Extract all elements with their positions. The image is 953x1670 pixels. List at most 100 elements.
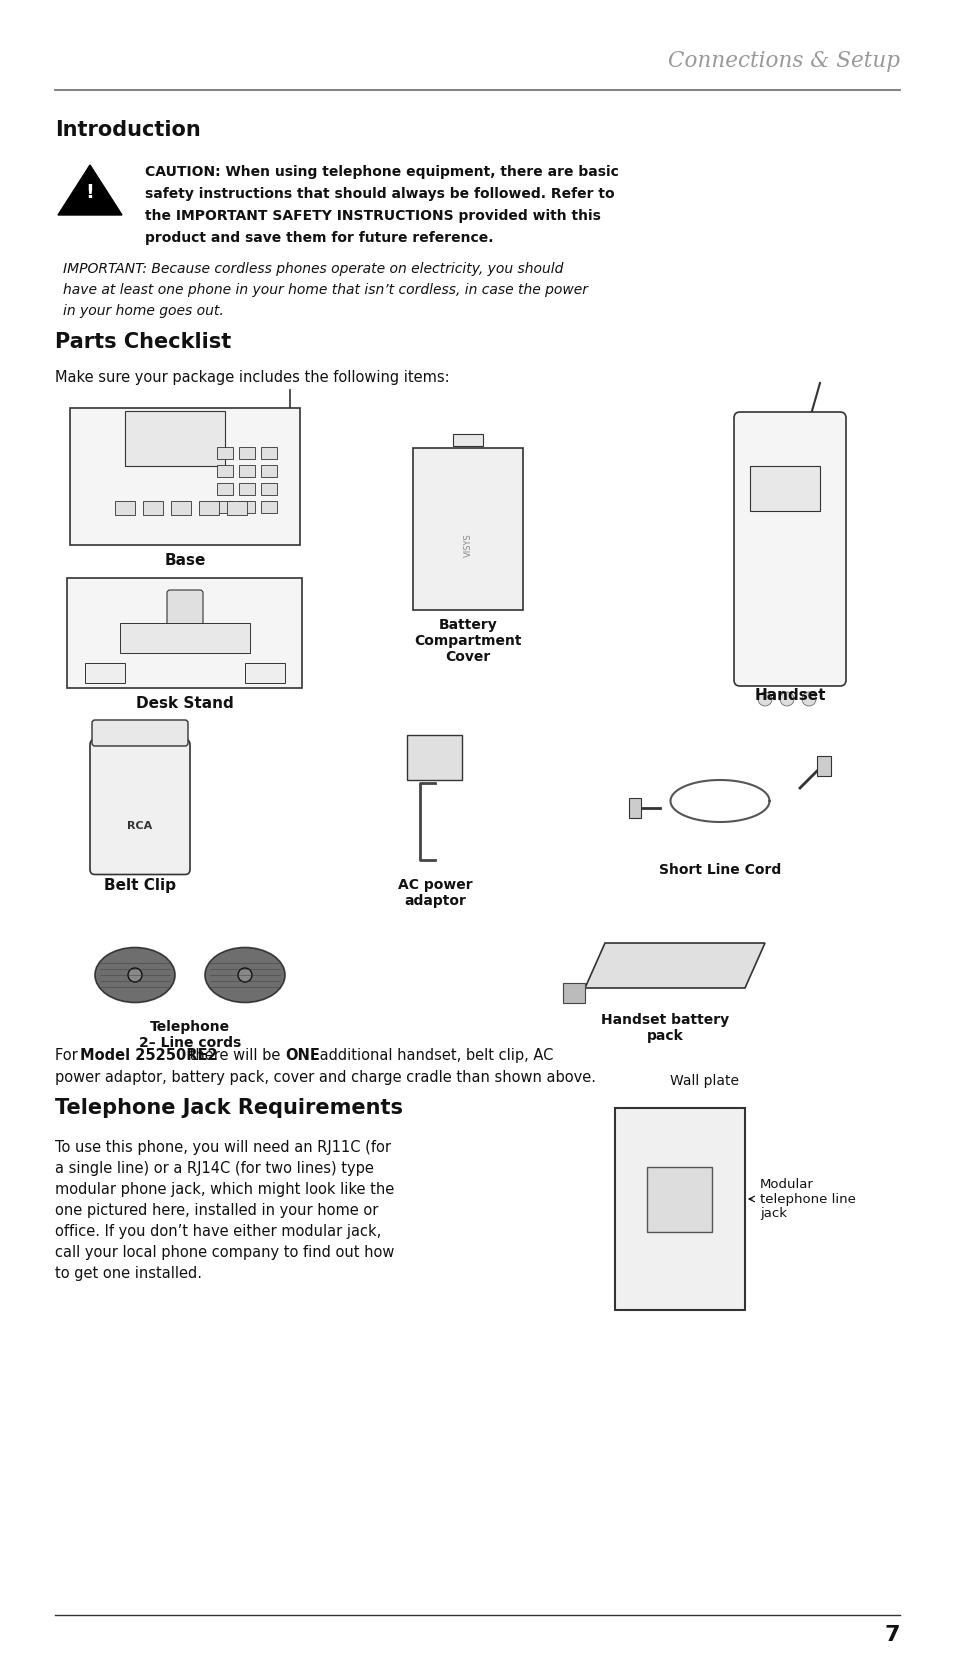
Bar [628, 798, 640, 818]
Ellipse shape [128, 969, 142, 982]
Circle shape [780, 670, 793, 685]
Circle shape [801, 626, 815, 640]
Polygon shape [58, 165, 122, 215]
Text: To use this phone, you will need an RJ11C (for: To use this phone, you will need an RJ11… [55, 1141, 391, 1156]
FancyBboxPatch shape [167, 590, 203, 626]
Text: additional handset, belt clip, AC: additional handset, belt clip, AC [314, 1049, 553, 1064]
Circle shape [143, 519, 157, 533]
Text: VISYS: VISYS [463, 533, 472, 558]
Bar [261, 483, 276, 494]
Circle shape [801, 549, 816, 566]
Circle shape [758, 648, 771, 661]
Circle shape [187, 503, 201, 518]
Circle shape [670, 1114, 688, 1132]
Ellipse shape [95, 947, 174, 1002]
Circle shape [758, 670, 771, 685]
Text: Desk Stand: Desk Stand [136, 696, 233, 711]
Text: RCA: RCA [128, 822, 152, 832]
Text: Modular
telephone line
jack: Modular telephone line jack [760, 1177, 855, 1221]
Text: Make sure your package includes the following items:: Make sure your package includes the foll… [55, 371, 449, 386]
Circle shape [757, 573, 772, 588]
Bar [816, 757, 830, 777]
Bar [70, 407, 299, 544]
Bar [261, 501, 276, 513]
Bar [216, 448, 233, 459]
Text: Telephone
2– Line cords: Telephone 2– Line cords [139, 1020, 241, 1050]
Text: Telephone Jack Requirements: Telephone Jack Requirements [55, 1097, 402, 1117]
Text: ONE: ONE [285, 1049, 319, 1064]
Bar [261, 448, 276, 459]
Circle shape [758, 626, 771, 640]
Circle shape [174, 593, 194, 613]
Circle shape [187, 471, 201, 484]
FancyBboxPatch shape [90, 740, 190, 875]
Bar [261, 464, 276, 478]
Circle shape [670, 1279, 688, 1298]
Text: For: For [55, 1049, 82, 1064]
Bar [120, 623, 250, 653]
Text: !: ! [86, 184, 94, 202]
Circle shape [165, 519, 179, 533]
Bar [245, 663, 285, 683]
Text: Short Line Cord: Short Line Cord [659, 863, 781, 877]
Ellipse shape [115, 780, 165, 835]
Bar [216, 501, 233, 513]
Text: Belt Clip: Belt Clip [104, 878, 175, 893]
Text: product and save them for future reference.: product and save them for future referen… [145, 230, 493, 245]
Bar [239, 483, 254, 494]
Circle shape [801, 648, 815, 661]
Circle shape [780, 626, 793, 640]
Bar [239, 464, 254, 478]
Text: Handset: Handset [754, 688, 825, 703]
Text: Handset battery
pack: Handset battery pack [600, 1014, 728, 1044]
Text: the IMPORTANT SAFETY INSTRUCTIONS provided with this: the IMPORTANT SAFETY INSTRUCTIONS provid… [145, 209, 600, 224]
Circle shape [758, 691, 771, 706]
Circle shape [757, 549, 772, 566]
Circle shape [801, 573, 816, 588]
Text: 7: 7 [883, 1625, 899, 1645]
Circle shape [165, 471, 179, 484]
Bar [171, 501, 191, 514]
Bar [199, 501, 219, 514]
Bar [647, 1167, 712, 1231]
Bar [125, 411, 225, 466]
Circle shape [779, 573, 794, 588]
Ellipse shape [237, 969, 252, 982]
Bar [453, 434, 482, 446]
Bar [413, 448, 522, 610]
Text: Introduction: Introduction [55, 120, 200, 140]
Text: Model 25250RE2: Model 25250RE2 [80, 1049, 217, 1064]
Bar [216, 483, 233, 494]
Circle shape [187, 519, 201, 533]
Bar [115, 501, 135, 514]
Text: AC power
adaptor: AC power adaptor [397, 878, 472, 908]
Text: CAUTION: When using telephone equipment, there are basic: CAUTION: When using telephone equipment,… [145, 165, 618, 179]
Text: there will be: there will be [185, 1049, 285, 1064]
Text: a single line) or a RJ14C (for two lines) type: a single line) or a RJ14C (for two lines… [55, 1161, 374, 1176]
Text: to get one installed.: to get one installed. [55, 1266, 202, 1281]
Text: safety instructions that should always be followed. Refer to: safety instructions that should always b… [145, 187, 614, 200]
FancyBboxPatch shape [91, 720, 188, 746]
Circle shape [779, 595, 794, 610]
Text: Parts Checklist: Parts Checklist [55, 332, 231, 352]
Circle shape [780, 648, 793, 661]
Bar [216, 464, 233, 478]
Circle shape [143, 471, 157, 484]
Text: call your local phone company to find out how: call your local phone company to find ou… [55, 1246, 394, 1259]
Bar [749, 466, 820, 511]
Bar [68, 578, 302, 688]
Circle shape [801, 670, 815, 685]
Bar [407, 735, 462, 780]
Text: Base: Base [164, 553, 206, 568]
Text: Battery
Compartment
Cover: Battery Compartment Cover [414, 618, 521, 665]
Text: IMPORTANT: Because cordless phones operate on electricity, you should: IMPORTANT: Because cordless phones opera… [63, 262, 563, 276]
Circle shape [143, 503, 157, 518]
Circle shape [165, 503, 179, 518]
Circle shape [187, 488, 201, 501]
Polygon shape [562, 984, 584, 1004]
FancyBboxPatch shape [733, 412, 845, 686]
Circle shape [801, 595, 816, 610]
Text: modular phone jack, which might look like the: modular phone jack, which might look lik… [55, 1182, 394, 1197]
Text: power adaptor, battery pack, cover and charge cradle than shown above.: power adaptor, battery pack, cover and c… [55, 1070, 596, 1086]
Circle shape [165, 488, 179, 501]
